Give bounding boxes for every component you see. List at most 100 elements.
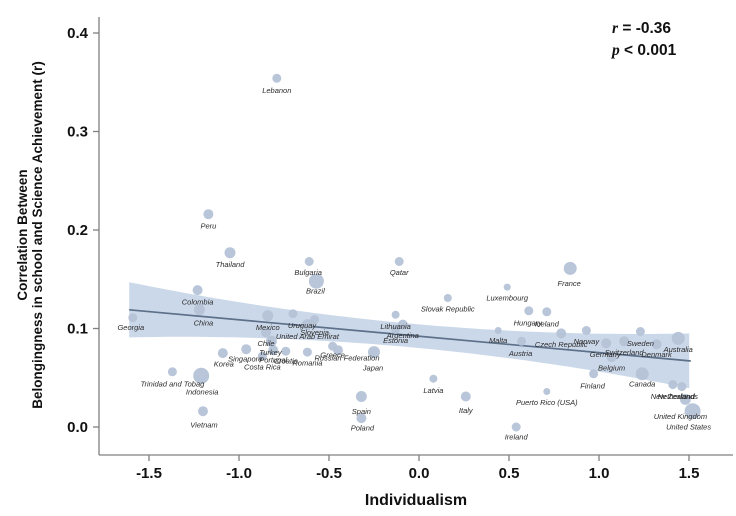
data-point [511,422,521,432]
data-point-label: Spain [352,407,371,416]
x-tick-label: -0.5 [316,465,342,482]
data-point [193,367,210,384]
data-point [391,325,401,334]
data-point-label: Czech Republic [535,340,588,349]
x-tick-label: 0.5 [499,465,520,482]
data-point [563,261,577,275]
stats-r-value: = -0.36 [618,20,672,37]
x-tick-label: 1.0 [589,465,610,482]
data-point-label: Luxembourg [486,294,529,303]
data-point-label: Vietnam [190,421,217,430]
data-point [391,310,400,319]
data-point [429,374,438,383]
data-point-label: Chile [257,339,274,348]
regression-line [129,308,691,362]
data-point-label: Lebanon [262,86,291,95]
y-tick-label: 0.0 [67,419,88,436]
data-point-label: Bulgaria [294,268,322,277]
data-point-label: New Zealand [651,392,696,401]
data-point-label: France [558,279,581,288]
stats-r-line: r = -0.36 [612,18,676,40]
data-point [167,367,177,377]
data-point-label: Russian Federation [314,354,379,363]
data-point [217,348,228,359]
data-point-label: Iceland [535,319,560,328]
data-point-label: Sweden [627,339,654,348]
data-point [304,257,314,266]
data-point [601,338,612,349]
x-axis-title: Individualism [364,492,468,509]
data-point-label: Hungary [514,318,544,327]
data-point-label: Indonesia [186,387,219,396]
data-point-label: Qatar [390,268,409,277]
data-point [542,307,552,317]
data-point [677,382,687,392]
data-point [355,391,367,402]
data-point-label: Netherlands [658,392,699,401]
data-point [193,304,205,316]
data-point [494,327,502,334]
data-point-label: Japan [362,364,383,373]
data-point [556,328,567,339]
y-tick-label: 0.3 [67,124,88,141]
stats-p-value: < 0.001 [619,42,677,59]
data-point-label: Switzerland [605,348,645,357]
data-point [606,352,617,363]
data-point [257,351,267,361]
data-point-label: Portugal [259,356,287,365]
data-point-label: Costa Rica [244,363,281,372]
y-axis-title-line2: Belongingness in school and Science Achi… [30,61,45,409]
data-point [635,327,645,336]
data-point [265,335,277,347]
data-point-label: Finland [580,381,605,390]
data-point-label: Argentina [386,331,419,340]
data-point [281,346,291,356]
data-point-label: Trinidad and Tobag [140,379,205,388]
data-point [668,380,678,390]
data-point [394,257,404,266]
data-point [368,346,380,359]
y-axis-title: Correlation Between Belongingness in sch… [15,61,45,409]
data-point [301,319,313,331]
data-point-label: Mexico [256,323,280,332]
y-tick-label: 0.4 [67,25,89,42]
data-point [198,406,208,417]
x-tick-label: 0.0 [409,465,430,482]
data-point [684,403,701,420]
stats-p-symbol: p [612,42,620,59]
data-point [262,310,274,322]
data-point [460,391,471,402]
x-tick-label: 1.5 [679,465,700,482]
data-point-label: Denmark [641,350,673,359]
data-point-label: Thailand [216,260,246,269]
data-point [203,209,214,220]
stats-p-line: p < 0.001 [612,40,676,62]
data-point-label: Uruguay [288,321,318,330]
data-point-label: Croatia [274,357,298,366]
data-point-label: Australia [663,345,693,354]
y-tick-label: 0.2 [67,222,88,239]
data-point [443,294,452,302]
stats-r-symbol: r [612,20,619,37]
data-point [543,388,551,395]
data-point-label: Canada [629,379,655,388]
data-point-label: Greece [320,351,345,360]
data-point [397,319,408,330]
data-point [651,339,662,350]
data-point-label: Estonia [383,336,408,345]
data-point [333,345,343,356]
data-point [308,273,324,289]
data-point-label: Lithuania [380,322,410,331]
data-point-label: Malta [489,336,507,345]
x-tick-label: -1.5 [136,465,162,482]
data-point [302,347,312,357]
data-point-label: Austria [508,349,532,358]
x-tick-label: -1.0 [226,465,252,482]
data-point-label: Poland [351,424,375,433]
data-point-label: Brazil [306,287,325,296]
data-point [503,283,511,291]
data-point [589,369,599,379]
data-point-label: Belgium [598,364,625,373]
